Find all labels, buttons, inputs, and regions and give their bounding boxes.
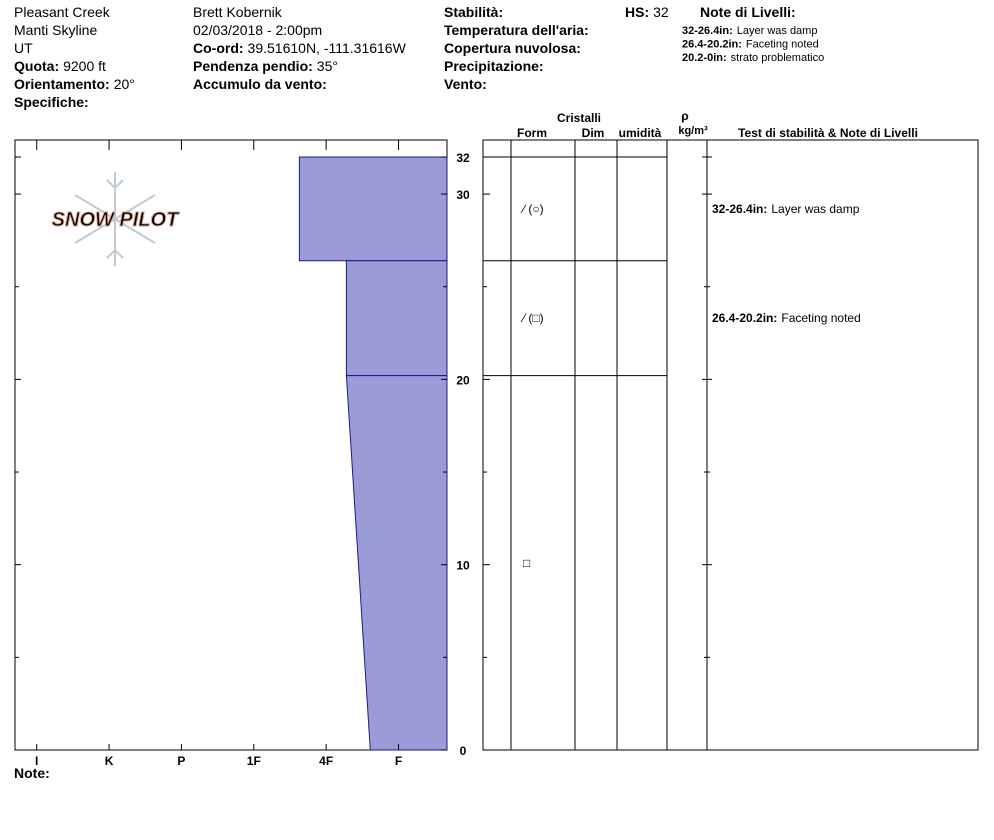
wind-label: Vento: <box>444 76 487 92</box>
header-layer-range: 26.4-20.2in: <box>682 39 742 51</box>
specifics-label: Specifiche: <box>14 94 89 110</box>
range: Manti Skyline <box>14 22 97 38</box>
header-layer-note-text: Layer was damp <box>737 25 818 37</box>
elevation-value: 9200 ft <box>63 58 106 74</box>
location: Pleasant Creek <box>14 4 111 20</box>
header-layer-range: 20.2-0in: <box>682 52 727 64</box>
observer: Brett Kobernik <box>193 4 283 20</box>
x-tick-label: K <box>105 754 114 768</box>
datetime: 02/03/2018 - 2:00pm <box>193 22 322 38</box>
state: UT <box>14 40 33 56</box>
coords: Co-ord: 39.51610N, -111.31616W <box>193 40 407 56</box>
sky-label: Copertura nuvolosa: <box>444 40 581 56</box>
wind: Vento: <box>444 76 487 92</box>
layer-note: 26.4-20.2in: Faceting noted <box>712 311 861 325</box>
hardness-layer <box>345 375 448 751</box>
layer-note-text: Layer was damp <box>771 202 859 216</box>
hardness-layer <box>298 156 448 262</box>
hardness-layer <box>345 260 448 377</box>
layer-note-text: Faceting noted <box>781 311 860 325</box>
header-density: ρ <box>681 109 688 123</box>
grain-form: □ <box>523 556 530 570</box>
elevation-label: Quota: <box>14 58 59 74</box>
hs: HS: 32 <box>625 4 669 20</box>
header-density-unit: kg/m³ <box>678 125 708 137</box>
snowflake-logo <box>74 172 156 266</box>
elevation: Quota: 9200 ft <box>14 58 106 74</box>
coords-value: 39.51610N, -111.31616W <box>248 40 407 56</box>
y-tick-label: 20 <box>456 373 470 387</box>
sky: Copertura nuvolosa: <box>444 40 581 56</box>
air-temp-label: Temperatura dell'aria: <box>444 22 589 38</box>
aspect-value: 20° <box>114 76 135 92</box>
header-layer-note: 32-26.4in: Layer was damp <box>682 25 817 37</box>
wind-loading-label: Accumulo da vento: <box>193 76 327 92</box>
precip: Precipitazione: <box>444 58 544 74</box>
header-layer-range: 32-26.4in: <box>682 25 733 37</box>
x-tick-label: P <box>177 754 185 768</box>
header-moisture: umidità <box>619 126 662 140</box>
y-tick-label: 32 <box>456 151 470 165</box>
logo-text: SNOW PILOT <box>52 209 180 231</box>
header-size: Dim <box>582 126 605 140</box>
specifics: Specifiche: <box>14 94 89 110</box>
coords-label: Co-ord: <box>193 40 244 56</box>
hs-label: HS: <box>625 4 649 20</box>
aspect-label: Orientamento: <box>14 76 110 92</box>
header-layer-note: 26.4-20.2in: Faceting noted <box>682 39 819 51</box>
header-tests: Test di stabilità & Note di Livelli <box>738 126 918 140</box>
layer-note: 32-26.4in: Layer was damp <box>712 202 860 216</box>
wind-loading: Accumulo da vento: <box>193 76 327 92</box>
air-temp: Temperatura dell'aria: <box>444 22 589 38</box>
header-layer-note-text: Faceting noted <box>746 39 819 51</box>
grain-form: ⁄ (□) <box>520 311 544 325</box>
layer-note-range: 26.4-20.2in: <box>712 311 777 325</box>
header-layer-note: 20.2-0in: strato problematico <box>682 52 824 64</box>
x-tick-label: F <box>395 754 402 768</box>
x-tick-label: 1F <box>247 754 261 768</box>
hs-value: 32 <box>653 4 669 20</box>
y-tick-label: 0 <box>460 744 467 758</box>
layer-table-frame <box>482 139 979 751</box>
header-crystals: Cristalli <box>557 111 601 125</box>
slope-value: 35° <box>317 58 338 74</box>
stability-label: Stabilità: <box>444 4 503 20</box>
aspect: Orientamento: 20° <box>14 76 135 92</box>
layer-notes-title: Note di Livelli: <box>700 4 796 20</box>
y-tick-label: 30 <box>456 188 470 202</box>
grain-form: ⁄ (○) <box>520 202 544 216</box>
header-form: Form <box>517 126 547 140</box>
slope: Pendenza pendio: 35° <box>193 58 338 74</box>
y-tick-label: 10 <box>456 559 470 573</box>
footer-note: Note: <box>14 765 50 781</box>
header-layer-note-text: strato problematico <box>731 52 825 64</box>
layer-note-range: 32-26.4in: <box>712 202 767 216</box>
slope-label: Pendenza pendio: <box>193 58 313 74</box>
x-tick-label: 4F <box>319 754 333 768</box>
precip-label: Precipitazione: <box>444 58 544 74</box>
x-tick-label: I <box>35 754 38 768</box>
stability: Stabilità: <box>444 4 503 20</box>
